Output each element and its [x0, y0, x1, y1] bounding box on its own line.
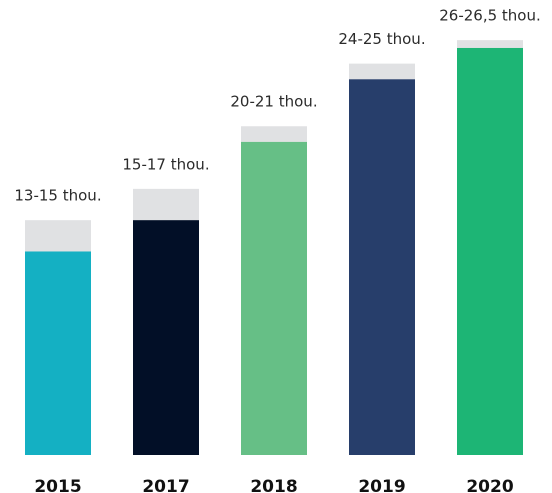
x-tick-label: 2019 [358, 477, 405, 493]
range-segment [25, 220, 91, 252]
x-tick-label: 2020 [466, 477, 513, 493]
value-label: 13-15 thou. [14, 187, 101, 205]
value-label: 15-17 thou. [122, 155, 209, 173]
range-segment [457, 40, 523, 48]
value-label: 24-25 thou. [338, 30, 425, 48]
bar [349, 79, 415, 455]
value-label: 20-21 thou. [230, 93, 317, 111]
x-tick-label: 2018 [250, 477, 297, 493]
range-segment [241, 126, 307, 142]
value-label: 26-26,5 thou. [439, 7, 541, 25]
range-segment [133, 188, 199, 221]
x-tick-label: 2015 [34, 477, 81, 493]
range-segment [349, 63, 415, 80]
bar [133, 220, 199, 455]
bar [241, 141, 307, 455]
x-tick-label: 2017 [142, 477, 189, 493]
bar [25, 251, 91, 455]
bar [457, 47, 523, 456]
